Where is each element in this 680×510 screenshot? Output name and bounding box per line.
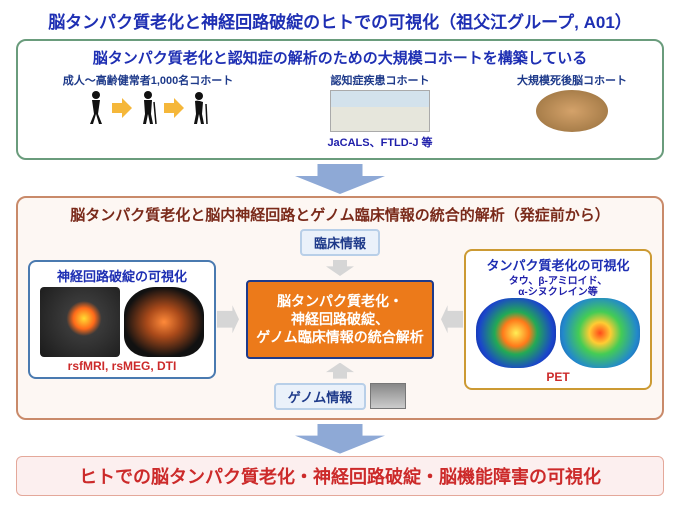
- chip-clinical: 臨床情報: [300, 229, 380, 256]
- right-scans: [472, 298, 644, 368]
- arrow-down-icon: [295, 424, 385, 454]
- right-box-col: タンパク質老化の可視化 タウ、β-アミロイド、 α-シヌクレイン等 PET: [464, 249, 652, 390]
- person-walking-icon: [84, 90, 108, 126]
- arrow-to-center-icon: [441, 305, 463, 333]
- center-line3: ゲノム臨床情報の統合解析: [256, 328, 424, 346]
- center-column: 臨床情報 脳タンパク質老化・ 神経回路破綻、 ゲノム臨床情報の統合解析 ゲノム情…: [246, 229, 434, 410]
- center-analysis-box: 脳タンパク質老化・ 神経回路破綻、 ゲノム臨床情報の統合解析: [246, 280, 434, 359]
- arrow-down-icon: [295, 164, 385, 194]
- cohort-3: 大規模死後脳コホート: [492, 72, 652, 132]
- center-line1: 脳タンパク質老化・: [256, 292, 424, 310]
- amyloid-pet-scan: [560, 298, 640, 368]
- bottom-banner: ヒトでの脳タンパク質老化・神経回路破綻・脳機能障害の可視化: [16, 456, 664, 496]
- chip-genome: ゲノム情報: [274, 383, 367, 410]
- left-scans: [36, 287, 208, 357]
- cohort-row: 成人～高齢健常者1,000名コホート 認知症疾患コホート JaCALS、FTLD…: [28, 72, 652, 150]
- fmri-scan: [40, 287, 120, 357]
- arrow-left-wrap: [216, 305, 240, 333]
- main-title: 脳タンパク質老化と神経回路破綻のヒトでの可視化（祖父江グループ, A01）: [0, 0, 680, 39]
- panel2-title: 脳タンパク質老化と脳内神経回路とゲノム臨床情報の統合的解析（発症前から）: [28, 204, 652, 225]
- analysis-row: 神経回路破綻の可視化 rsfMRI, rsMEG, DTI 臨床情報 脳タンパク…: [28, 229, 652, 410]
- chip-genome-row: ゲノム情報: [274, 383, 407, 410]
- cohort-2: 認知症疾患コホート JaCALS、FTLD-J 等: [280, 72, 480, 150]
- aging-progression: [28, 90, 268, 126]
- panel1-title: 脳タンパク質老化と認知症の解析のための大規模コホートを構築している: [28, 47, 652, 68]
- arrow-right-icon: [112, 98, 132, 118]
- right-caption: PET: [472, 370, 644, 384]
- panel-cohort: 脳タンパク質老化と認知症の解析のための大規模コホートを構築している 成人～高齢健…: [16, 39, 664, 160]
- right-box-title: タンパク質老化の可視化: [472, 255, 644, 274]
- cohort2-sub: JaCALS、FTLD-J 等: [280, 134, 480, 150]
- protein-box: タンパク質老化の可視化 タウ、β-アミロイド、 α-シヌクレイン等 PET: [464, 249, 652, 390]
- left-caption: rsfMRI, rsMEG, DTI: [36, 359, 208, 373]
- person-cane-icon: [136, 90, 160, 126]
- sequencer-icon: [370, 383, 406, 409]
- center-line2: 神経回路破綻、: [256, 310, 424, 328]
- panel-analysis: 脳タンパク質老化と脳内神経回路とゲノム臨床情報の統合的解析（発症前から） 神経回…: [16, 196, 664, 420]
- tau-pet-scan: [476, 298, 556, 368]
- arrow-up-small-icon: [326, 363, 354, 379]
- arrow-right-wrap: [440, 305, 464, 333]
- dti-scan: [124, 287, 204, 357]
- cohort3-label: 大規模死後脳コホート: [492, 72, 652, 88]
- cohort1-label: 成人～高齢健常者1,000名コホート: [28, 72, 268, 88]
- hospital-image: [330, 90, 430, 132]
- brain-image: [536, 90, 608, 132]
- cohort2-label: 認知症疾患コホート: [280, 72, 480, 88]
- circuit-box: 神経回路破綻の可視化 rsfMRI, rsMEG, DTI: [28, 260, 216, 379]
- arrow-down-small-icon: [326, 260, 354, 276]
- person-elderly-icon: [188, 90, 212, 126]
- left-box-col: 神経回路破綻の可視化 rsfMRI, rsMEG, DTI: [28, 260, 216, 379]
- arrow-right-icon: [164, 98, 184, 118]
- cohort-1: 成人～高齢健常者1,000名コホート: [28, 72, 268, 126]
- arrow-to-center-icon: [217, 305, 239, 333]
- left-box-title: 神経回路破綻の可視化: [36, 266, 208, 285]
- right-sub: タウ、β-アミロイド、 α-シヌクレイン等: [472, 276, 644, 298]
